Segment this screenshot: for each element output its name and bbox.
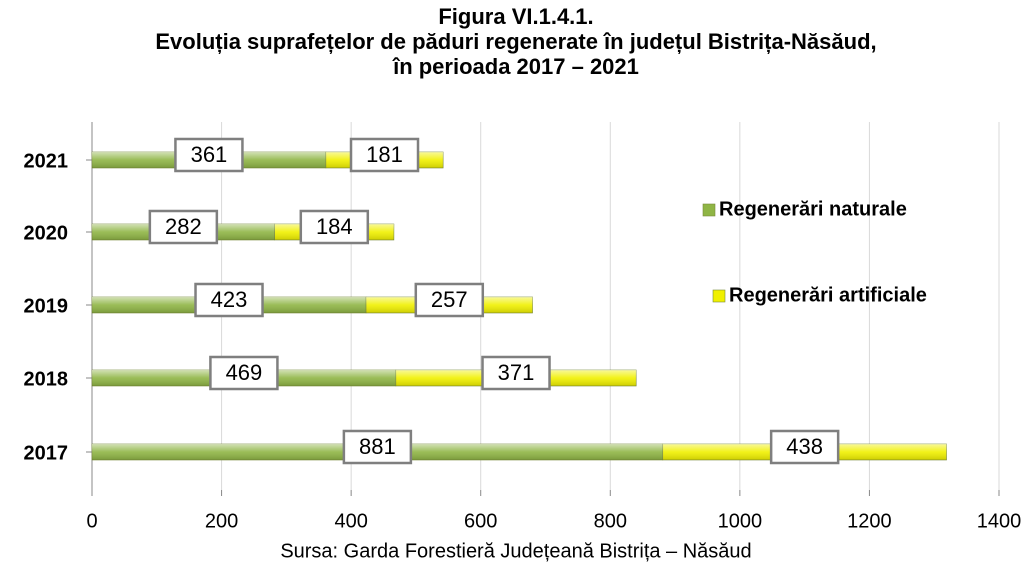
data-label: 438 (786, 434, 823, 459)
legend-label: Regenerări naturale (719, 198, 907, 220)
legend-swatch (702, 203, 716, 217)
y-tick-label: 2018 (24, 368, 69, 390)
data-label: 881 (359, 434, 396, 459)
data-label: 282 (165, 214, 202, 239)
data-label: 257 (431, 287, 468, 312)
x-tick-label: 600 (464, 510, 497, 532)
x-tick-label: 200 (205, 510, 238, 532)
x-tick-label: 1000 (718, 510, 763, 532)
data-label: 371 (498, 360, 535, 385)
y-tick-label: 2017 (24, 442, 69, 464)
data-label-box (209, 355, 279, 391)
chart-title: în perioada 2017 – 2021 (392, 54, 639, 79)
y-tick-label: 2021 (24, 150, 69, 172)
chart-title: Evoluția suprafețelor de păduri regenera… (155, 29, 876, 54)
data-label-box (769, 429, 840, 465)
data-label: 184 (316, 214, 353, 239)
data-label: 469 (226, 360, 263, 385)
legend-swatch (712, 289, 726, 303)
legend-label: Regenerări artificiale (729, 284, 927, 306)
source-note: Sursa: Garda Forestieră Județeană Bistri… (280, 540, 751, 562)
y-tick-label: 2019 (24, 295, 69, 317)
x-tick-label: 0 (86, 510, 97, 532)
data-label-box (349, 137, 420, 173)
x-tick-label: 800 (594, 510, 627, 532)
data-label: 181 (366, 142, 403, 167)
x-tick-label: 400 (334, 510, 367, 532)
data-label-box (174, 137, 244, 173)
data-label-box (148, 209, 219, 245)
chart-title: Figura VI.1.4.1. (438, 4, 593, 29)
data-label-box (299, 209, 370, 245)
data-label-box (481, 355, 551, 391)
data-label-box (194, 282, 264, 318)
data-label-box (414, 282, 485, 318)
data-label-box (342, 429, 413, 465)
y-tick-label: 2020 (24, 222, 69, 244)
data-label: 361 (191, 142, 228, 167)
x-tick-label: 1400 (977, 510, 1022, 532)
x-tick-label: 1200 (847, 510, 892, 532)
data-label: 423 (211, 287, 248, 312)
